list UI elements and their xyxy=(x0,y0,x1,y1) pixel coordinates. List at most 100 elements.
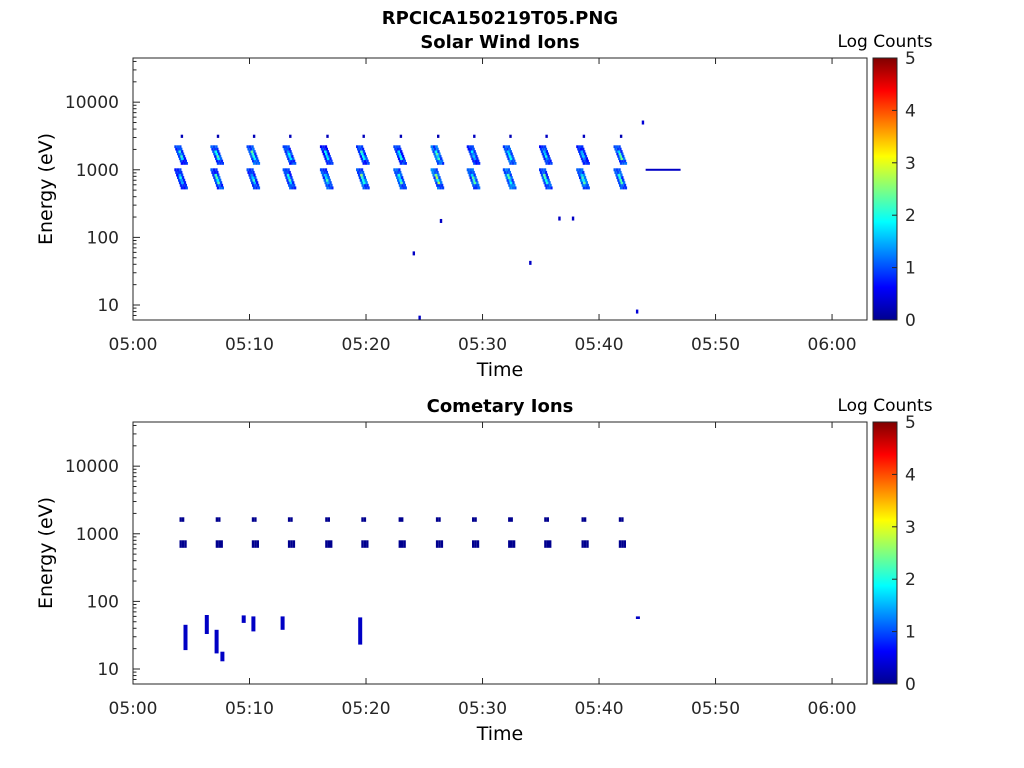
spectrogram-cell xyxy=(476,540,480,548)
spectrogram-cell xyxy=(579,147,582,151)
spectrogram-cell xyxy=(322,145,325,149)
spectrogram-cell xyxy=(183,624,188,651)
spectrogram-cell xyxy=(435,540,439,548)
spectrogram-cell xyxy=(543,157,546,161)
spectrogram-cell xyxy=(179,183,183,187)
spectrogram-cell xyxy=(328,154,331,158)
spectrogram-cell xyxy=(508,517,511,522)
x-tick-label: 06:00 xyxy=(808,335,857,355)
spectrogram-cell xyxy=(502,145,506,149)
spectrogram-cell xyxy=(580,173,583,177)
spectrogram-cell xyxy=(471,168,474,172)
spectrogram-cell xyxy=(323,147,326,151)
spectrogram-cell xyxy=(360,173,363,177)
spectrogram-cell xyxy=(430,168,433,172)
y-tick-label: 1000 xyxy=(76,525,119,545)
spectrogram-cell xyxy=(220,183,224,187)
spectrogram-cell xyxy=(215,168,218,172)
spectrogram-cell xyxy=(213,147,217,151)
spectrogram-cell xyxy=(472,154,476,158)
spectrogram-cell xyxy=(507,173,510,177)
spectrogram-cell xyxy=(364,178,367,182)
plot-frame xyxy=(132,57,868,321)
spectrogram-cell xyxy=(614,147,617,151)
spectrogram-cell xyxy=(363,540,367,548)
spectrogram-cell xyxy=(396,152,399,156)
spectrogram-cell xyxy=(586,159,589,163)
spectrogram-cell xyxy=(477,183,480,187)
spectrogram-cell xyxy=(509,181,513,185)
spectrogram-cell xyxy=(469,152,472,156)
spectrogram-cell xyxy=(397,150,400,153)
spectrogram-cell xyxy=(635,616,640,619)
spectrogram-cell xyxy=(541,145,544,149)
spectrogram-cell xyxy=(577,147,580,151)
spectrogram-cell xyxy=(620,181,623,185)
spectrogram-cell xyxy=(507,145,510,149)
spectrogram-cell xyxy=(394,170,397,174)
spectrogram-cell xyxy=(214,173,217,177)
spectrogram-cell xyxy=(325,517,328,522)
spectrogram-cell xyxy=(363,152,366,156)
spectrogram-cell xyxy=(435,152,439,156)
spectrogram-cell xyxy=(321,150,325,153)
spectrogram-cell xyxy=(615,168,619,172)
spectrogram-cell xyxy=(361,170,365,174)
spectrogram-cell xyxy=(508,178,512,182)
spectrogram-cell xyxy=(581,159,585,163)
spectrogram-cell xyxy=(176,150,179,153)
spectrogram-cell xyxy=(361,540,364,548)
spectrogram-cell xyxy=(546,152,549,156)
spectrogram-cell xyxy=(179,168,182,172)
spectrogram-cell xyxy=(438,159,441,163)
spectrogram-cell xyxy=(361,152,364,156)
spectrogram-cell xyxy=(436,170,439,174)
spectrogram-cell xyxy=(291,186,294,190)
spectrogram-cell xyxy=(284,173,287,177)
x-tick-label: 05:00 xyxy=(109,335,158,355)
x-axis-label: Time xyxy=(476,723,524,745)
spectrogram-cell xyxy=(221,162,224,165)
spectrogram-cell xyxy=(215,176,218,180)
spectrogram-cell xyxy=(254,540,257,548)
spectrogram-cell xyxy=(324,173,327,177)
spectrogram-cell xyxy=(641,120,645,125)
spectrogram-cell xyxy=(393,168,396,172)
spectrogram-cell xyxy=(329,181,332,185)
spectrogram-cell xyxy=(241,615,246,623)
spectrogram-cell xyxy=(583,540,587,548)
spectrogram-cell xyxy=(181,517,185,522)
spectrogram-cell xyxy=(435,157,438,161)
spectrogram-cell xyxy=(323,170,326,174)
spectrogram-cell xyxy=(220,159,224,163)
spectrogram-cell xyxy=(544,176,547,180)
spectrogram-cell xyxy=(469,168,472,172)
colorbar-tick-label: 2 xyxy=(905,570,916,590)
spectrogram-cell xyxy=(218,154,222,158)
spectrogram-cell xyxy=(439,154,442,158)
spectrogram-cell xyxy=(357,147,360,151)
spectrogram-cell xyxy=(361,147,365,151)
spectrogram-cell xyxy=(254,183,257,187)
spectrogram-cell xyxy=(542,147,545,151)
spectrogram-cell xyxy=(367,186,370,190)
spectrogram-cell xyxy=(254,152,257,156)
spectrogram-cell xyxy=(476,181,479,185)
figure-title: RPCICA150219T05.PNG xyxy=(382,8,618,29)
spectrogram-cell xyxy=(509,173,512,177)
spectrogram-cell xyxy=(473,186,476,190)
spectrogram-cell xyxy=(359,154,363,158)
spectrogram-cell xyxy=(177,176,180,180)
spectrogram-cell xyxy=(402,186,405,190)
spectrogram-cell xyxy=(180,186,184,190)
spectrogram-cell xyxy=(585,162,588,165)
spectrogram-cell xyxy=(467,147,470,151)
spectrogram-cell xyxy=(543,168,547,172)
spectrogram-cell xyxy=(364,154,367,158)
spectrogram-cell xyxy=(508,170,511,174)
spectrogram-cell xyxy=(249,147,253,151)
spectrogram-cell xyxy=(545,186,548,190)
spectrogram-cell xyxy=(545,157,549,161)
spectrogram-cell xyxy=(577,170,580,174)
spectrogram-cell xyxy=(328,178,331,182)
